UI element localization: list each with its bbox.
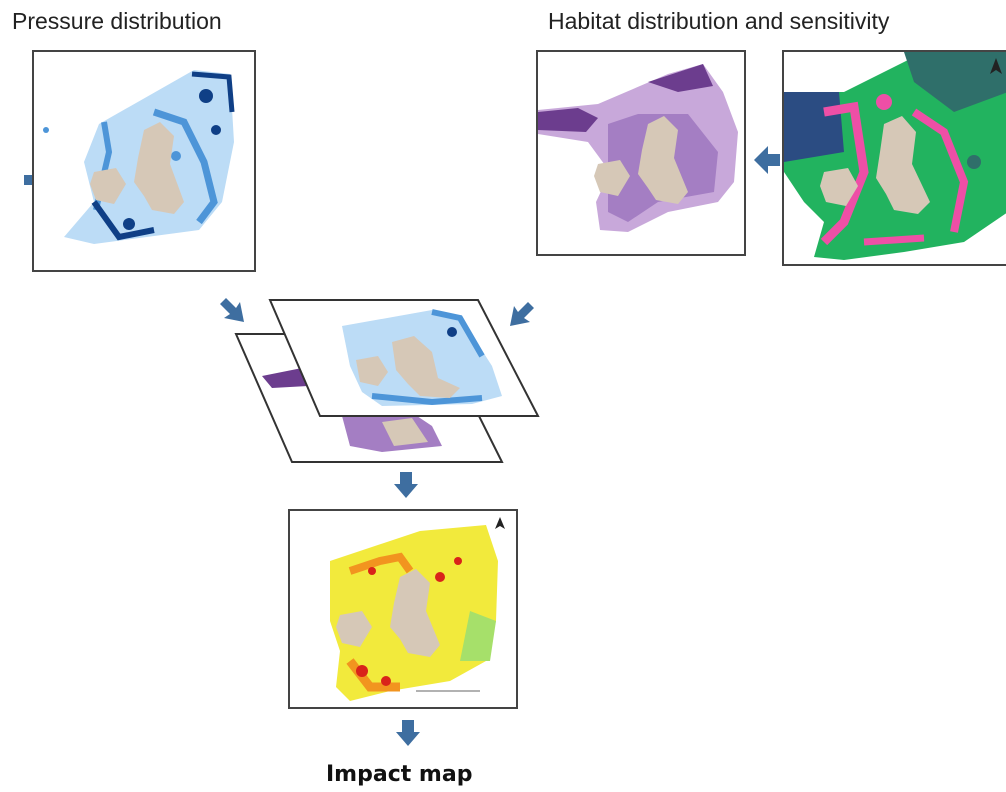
pressure-layer <box>268 299 540 417</box>
arrow-left-icon <box>754 146 780 174</box>
north-arrow-icon <box>990 58 1002 74</box>
impact-map-panel <box>288 509 518 709</box>
pressure-map-image <box>43 70 235 244</box>
arrow-down-icon <box>394 472 418 498</box>
habitat-map-image <box>538 64 738 232</box>
connector-mark <box>24 175 32 185</box>
arrow-down-icon <box>396 720 420 746</box>
impact-map-label: Impact map <box>326 762 473 787</box>
sensitivity-map-image <box>784 52 1006 260</box>
pressure-map-panel <box>32 50 256 272</box>
pressure-distribution-label: Pressure distribution <box>12 8 222 34</box>
habitat-map-panel <box>536 50 746 256</box>
habitat-sensitivity-label: Habitat distribution and sensitivity <box>548 8 890 34</box>
arrow-down-right-icon <box>220 298 244 322</box>
north-arrow-icon <box>495 517 505 529</box>
overlay-stack <box>234 299 540 463</box>
impact-map-image <box>330 517 505 701</box>
sensitivity-map-panel <box>782 50 1006 266</box>
arrow-down-left-icon <box>510 302 534 326</box>
